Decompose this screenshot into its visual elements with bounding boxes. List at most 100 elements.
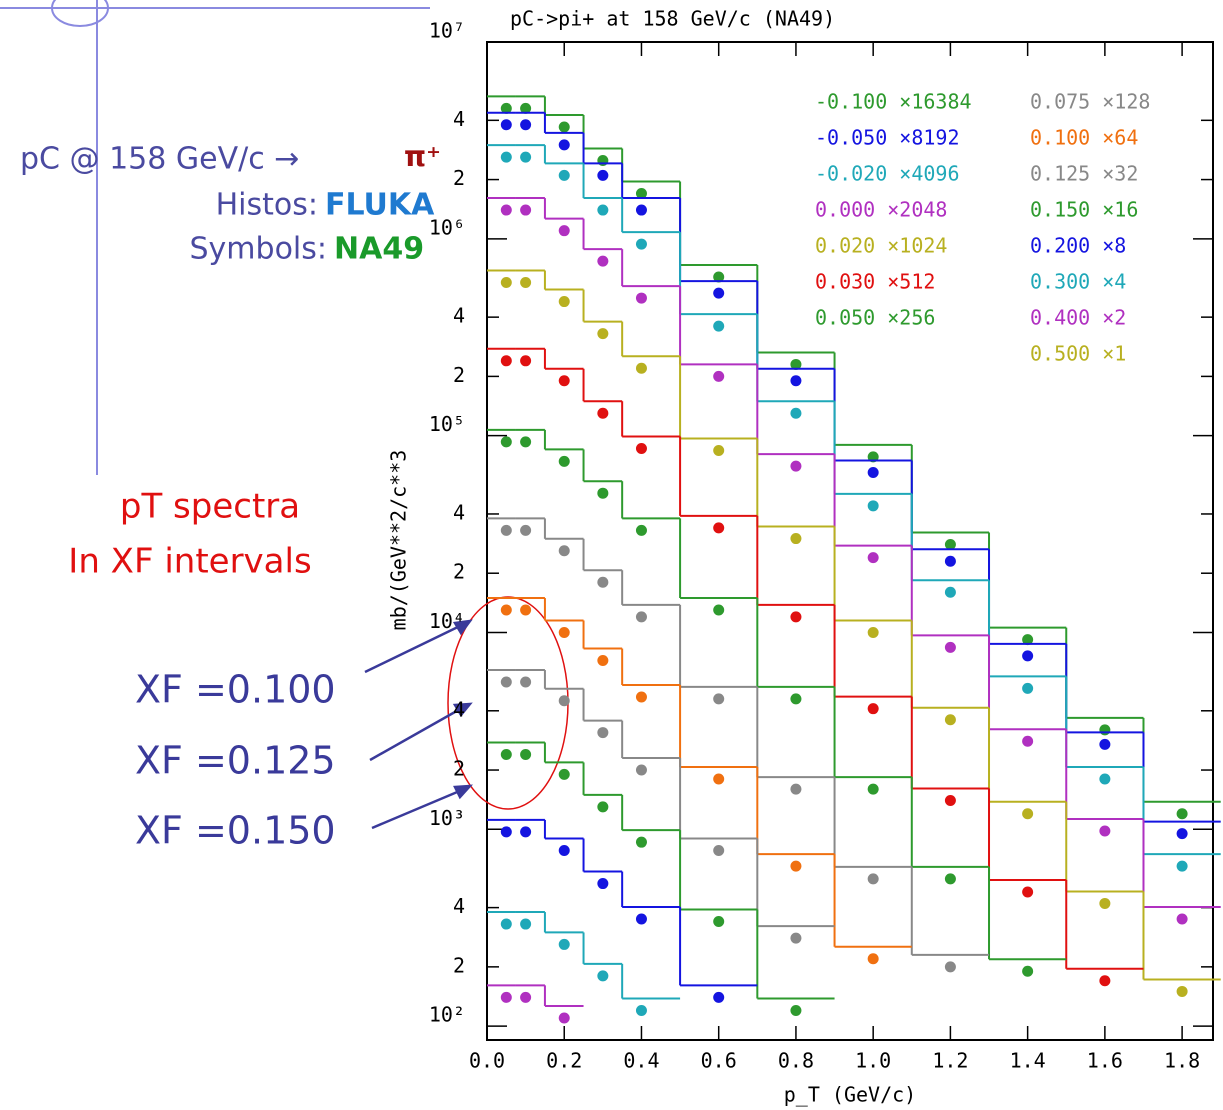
data-point bbox=[1022, 808, 1034, 820]
data-point bbox=[635, 691, 647, 703]
data-point bbox=[520, 524, 532, 536]
data-point bbox=[520, 151, 532, 163]
data-point bbox=[520, 204, 532, 216]
arrows bbox=[364, 619, 474, 830]
legend-entry: 0.500 ×1 bbox=[1030, 342, 1126, 366]
legend-entry: 0.075 ×128 bbox=[1030, 90, 1150, 114]
data-point bbox=[558, 375, 570, 387]
legend-entry: 0.300 ×4 bbox=[1030, 270, 1126, 294]
data-point bbox=[713, 320, 725, 332]
data-point bbox=[713, 773, 725, 785]
y-tick-label: 4 bbox=[453, 894, 465, 918]
data-point bbox=[597, 169, 609, 181]
annotation: π⁺ bbox=[404, 140, 441, 173]
decor-circle bbox=[51, 0, 109, 27]
data-point bbox=[944, 714, 956, 726]
y-axis-label: mb/(GeV**2/c**3 bbox=[387, 450, 411, 631]
data-point bbox=[713, 287, 725, 299]
annotation: Symbols: bbox=[190, 232, 328, 267]
data-point bbox=[1099, 724, 1111, 736]
data-point bbox=[520, 918, 532, 930]
data-point bbox=[1099, 738, 1111, 750]
annotation: Histos: bbox=[216, 188, 318, 223]
y-tick-label: 4 bbox=[453, 304, 465, 328]
x-tick-label: 0.4 bbox=[623, 1049, 659, 1073]
data-point bbox=[867, 873, 879, 885]
data-point bbox=[500, 102, 512, 114]
data-point bbox=[558, 938, 570, 950]
data-point bbox=[635, 764, 647, 776]
data-point bbox=[558, 296, 570, 308]
annotation: pT spectra bbox=[120, 487, 300, 527]
data-point bbox=[500, 436, 512, 448]
data-point bbox=[944, 555, 956, 567]
data-point bbox=[520, 991, 532, 1003]
data-point bbox=[520, 276, 532, 288]
data-point bbox=[558, 695, 570, 707]
y-tick-label: 10³ bbox=[429, 806, 465, 830]
data-point bbox=[520, 436, 532, 448]
data-point bbox=[790, 375, 802, 387]
data-point bbox=[1022, 886, 1034, 898]
legend-entry: 0.050 ×256 bbox=[815, 306, 935, 330]
x-tick-label: 0.8 bbox=[778, 1049, 814, 1073]
annotation: NA49 bbox=[334, 232, 424, 267]
data-point bbox=[597, 255, 609, 267]
data-point bbox=[1099, 825, 1111, 837]
data-point bbox=[520, 748, 532, 760]
y-tick-label: 2 bbox=[453, 757, 465, 781]
x-tick-label: 0.0 bbox=[469, 1049, 505, 1073]
annotation: XF =0.100 bbox=[135, 668, 336, 712]
data-point bbox=[558, 455, 570, 467]
legend-entry: 0.030 ×512 bbox=[815, 270, 935, 294]
x-tick-label: 1.8 bbox=[1164, 1049, 1200, 1073]
data-point bbox=[597, 487, 609, 499]
legend-entry: 0.125 ×32 bbox=[1030, 162, 1138, 186]
data-point bbox=[500, 676, 512, 688]
data-point bbox=[500, 604, 512, 616]
data-point bbox=[790, 407, 802, 419]
y-tick-label: 4 bbox=[453, 107, 465, 131]
data-point bbox=[597, 204, 609, 216]
legend-entry: -0.050 ×8192 bbox=[815, 126, 960, 150]
data-point bbox=[500, 204, 512, 216]
x-axis-label: p_T (GeV/c) bbox=[784, 1083, 916, 1107]
data-point bbox=[1099, 773, 1111, 785]
data-point bbox=[867, 500, 879, 512]
data-point bbox=[500, 826, 512, 838]
data-point bbox=[635, 292, 647, 304]
x-tick-label: 1.0 bbox=[855, 1049, 891, 1073]
data-point bbox=[944, 795, 956, 807]
plot-frame bbox=[486, 41, 1214, 1041]
data-point bbox=[944, 538, 956, 550]
legend-entry: -0.020 ×4096 bbox=[815, 162, 960, 186]
data-point bbox=[520, 826, 532, 838]
y-tick-label: 2 bbox=[453, 560, 465, 584]
data-point bbox=[790, 358, 802, 370]
data-point bbox=[790, 1005, 802, 1017]
y-tick-label: 10⁶ bbox=[429, 215, 465, 239]
annotation: FLUKA bbox=[325, 188, 435, 223]
data-point bbox=[500, 918, 512, 930]
data-point bbox=[597, 970, 609, 982]
x-tick-label: 0.2 bbox=[546, 1049, 582, 1073]
data-point bbox=[558, 626, 570, 638]
data-point bbox=[500, 748, 512, 760]
data-point bbox=[1022, 735, 1034, 747]
data-point bbox=[597, 801, 609, 813]
data-point bbox=[597, 407, 609, 419]
data-point bbox=[713, 522, 725, 534]
data-point bbox=[500, 991, 512, 1003]
data-point bbox=[790, 460, 802, 472]
data-point bbox=[597, 328, 609, 340]
data-point bbox=[1176, 860, 1188, 872]
highlight-ellipse bbox=[447, 596, 569, 810]
chart-title: pC->pi+ at 158 GeV/c (NA49) bbox=[510, 7, 835, 31]
data-point bbox=[944, 586, 956, 598]
y-tick-label: 2 bbox=[453, 363, 465, 387]
data-point bbox=[790, 611, 802, 623]
data-point bbox=[713, 370, 725, 382]
y-tick-label: 10⁴ bbox=[429, 609, 465, 633]
data-point bbox=[635, 187, 647, 199]
annotation: pC @ 158 GeV/c → bbox=[20, 142, 299, 177]
